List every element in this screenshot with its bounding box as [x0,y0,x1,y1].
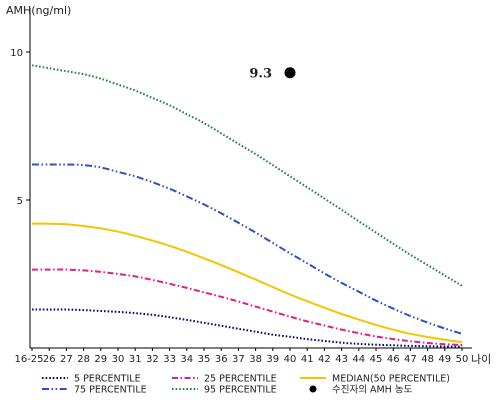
x-tick-label: 27 [60,354,73,365]
legend: 5 PERCENTILE 25 PERCENTILE MEDIAN(50 PERCE… [42,374,450,396]
series-line-5-percentile [32,308,463,348]
x-tick-label: 37 [232,354,245,365]
legend-label: 5 PERCENTILE [74,374,141,385]
x-axis-label: 나이 [471,353,491,366]
y-tick-label: 10 [10,48,23,59]
legend-label: 25 PERCENTILE [204,374,277,385]
x-tick-label: 48 [421,354,434,365]
x-tick-label: 45 [370,354,383,365]
patient-amh-point [284,67,296,79]
series-line-25-percentile [32,268,463,346]
x-tick-label: 44 [352,354,365,365]
x-tick-label: 32 [146,354,159,365]
x-tick-label: 47 [404,354,417,365]
legend-label: MEDIAN(50 PERCENTILE) [332,374,450,385]
x-tick-label: 28 [77,354,90,365]
x-tick-label: 38 [249,354,262,365]
x-tick-label: 33 [163,354,176,365]
legend-point-swatch [309,385,317,393]
x-tick-label: 31 [129,354,142,365]
points-layer: 9.3 [249,67,296,82]
axes: AMH(ng/ml) 5 10 16-25 26 27 28 29 30 31 32 33 34 35 36… [6,4,491,366]
patient-amh-point-label: 9.3 [249,67,272,82]
legend-label: 수진자의 AMH 농도 [332,385,413,396]
x-tick-label: 29 [94,354,107,365]
series-line-median-50-percentile [31,222,463,344]
x-tick-label: 36 [215,354,228,365]
x-tick-label: 26 [43,354,56,365]
x-tick-label: 40 [284,354,297,365]
legend-label: 75 PERCENTILE [74,385,147,396]
x-tick-label: 35 [198,354,211,365]
x-tick-label: 16-25 [14,354,43,365]
x-tick-label: 46 [387,354,400,365]
x-tick-label: 49 [438,354,451,365]
series-layer [31,64,463,348]
x-tick-label: 50 [456,354,469,365]
x-tick-label: 42 [318,354,331,365]
x-tick-label: 39 [266,354,279,365]
series-line-75-percentile [32,163,463,335]
x-tick-label: 41 [301,354,314,365]
y-axis-label: AMH(ng/ml) [6,4,71,17]
series-line-95-percentile [31,64,463,287]
x-tick-label: 30 [112,354,125,365]
x-tick-label: 43 [335,354,348,365]
x-tick-label: 34 [180,354,193,365]
y-tick-label: 5 [17,196,23,207]
legend-label: 95 PERCENTILE [204,385,277,396]
